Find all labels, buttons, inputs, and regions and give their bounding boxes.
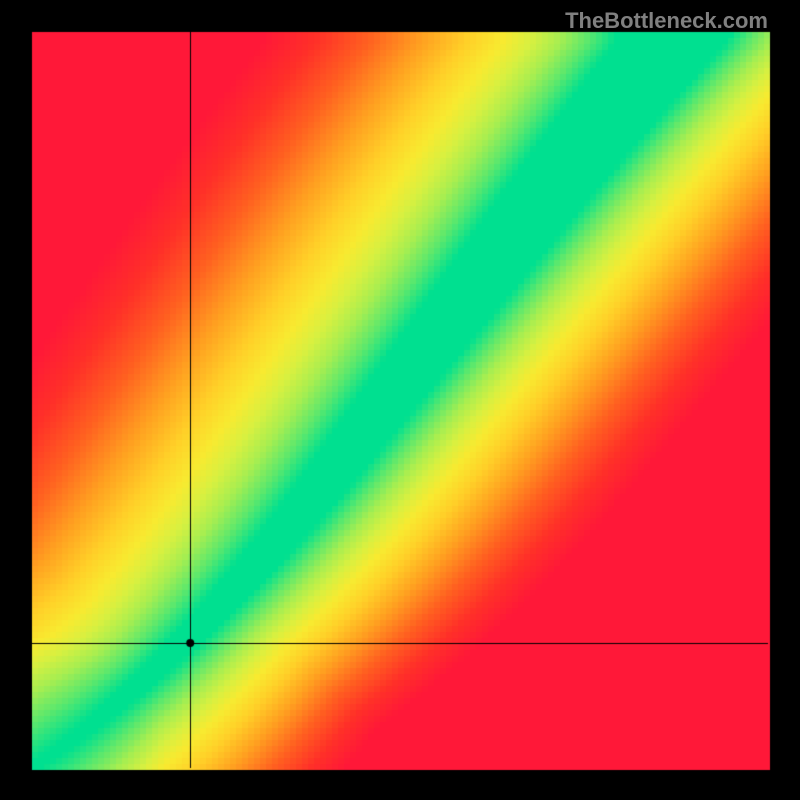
chart-container: TheBottleneck.com [0,0,800,800]
bottleneck-heatmap [0,0,800,800]
